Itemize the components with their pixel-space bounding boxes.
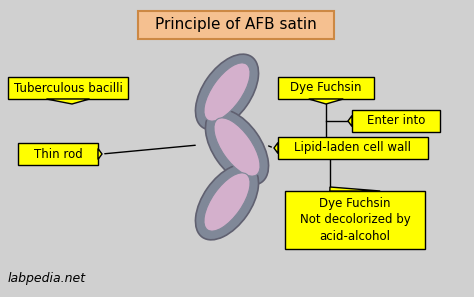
Ellipse shape <box>204 63 250 121</box>
Bar <box>138 11 334 39</box>
Text: labpedia.net: labpedia.net <box>8 272 86 285</box>
Text: Thin rod: Thin rod <box>34 148 82 160</box>
Ellipse shape <box>204 173 250 231</box>
Bar <box>18 143 98 165</box>
Bar <box>8 77 128 99</box>
Ellipse shape <box>195 164 258 240</box>
Bar <box>278 137 428 159</box>
Text: Principle of AFB satin: Principle of AFB satin <box>155 18 317 32</box>
Bar <box>278 77 374 99</box>
Polygon shape <box>98 148 102 159</box>
Polygon shape <box>348 116 352 127</box>
Polygon shape <box>274 143 278 154</box>
Bar <box>352 110 440 132</box>
Ellipse shape <box>214 118 260 176</box>
Text: Dye Fuchsin: Dye Fuchsin <box>290 81 362 94</box>
Text: Enter into: Enter into <box>367 115 425 127</box>
Text: Dye Fuchsin
Not decolorized by
acid-alcohol: Dye Fuchsin Not decolorized by acid-alco… <box>300 198 410 242</box>
Ellipse shape <box>205 109 269 185</box>
Polygon shape <box>46 99 90 104</box>
Ellipse shape <box>195 54 258 130</box>
Bar <box>285 191 425 249</box>
Text: Tuberculous bacilli: Tuberculous bacilli <box>14 81 122 94</box>
Text: Lipid-laden cell wall: Lipid-laden cell wall <box>294 141 411 154</box>
Polygon shape <box>330 187 380 191</box>
Polygon shape <box>309 99 343 104</box>
